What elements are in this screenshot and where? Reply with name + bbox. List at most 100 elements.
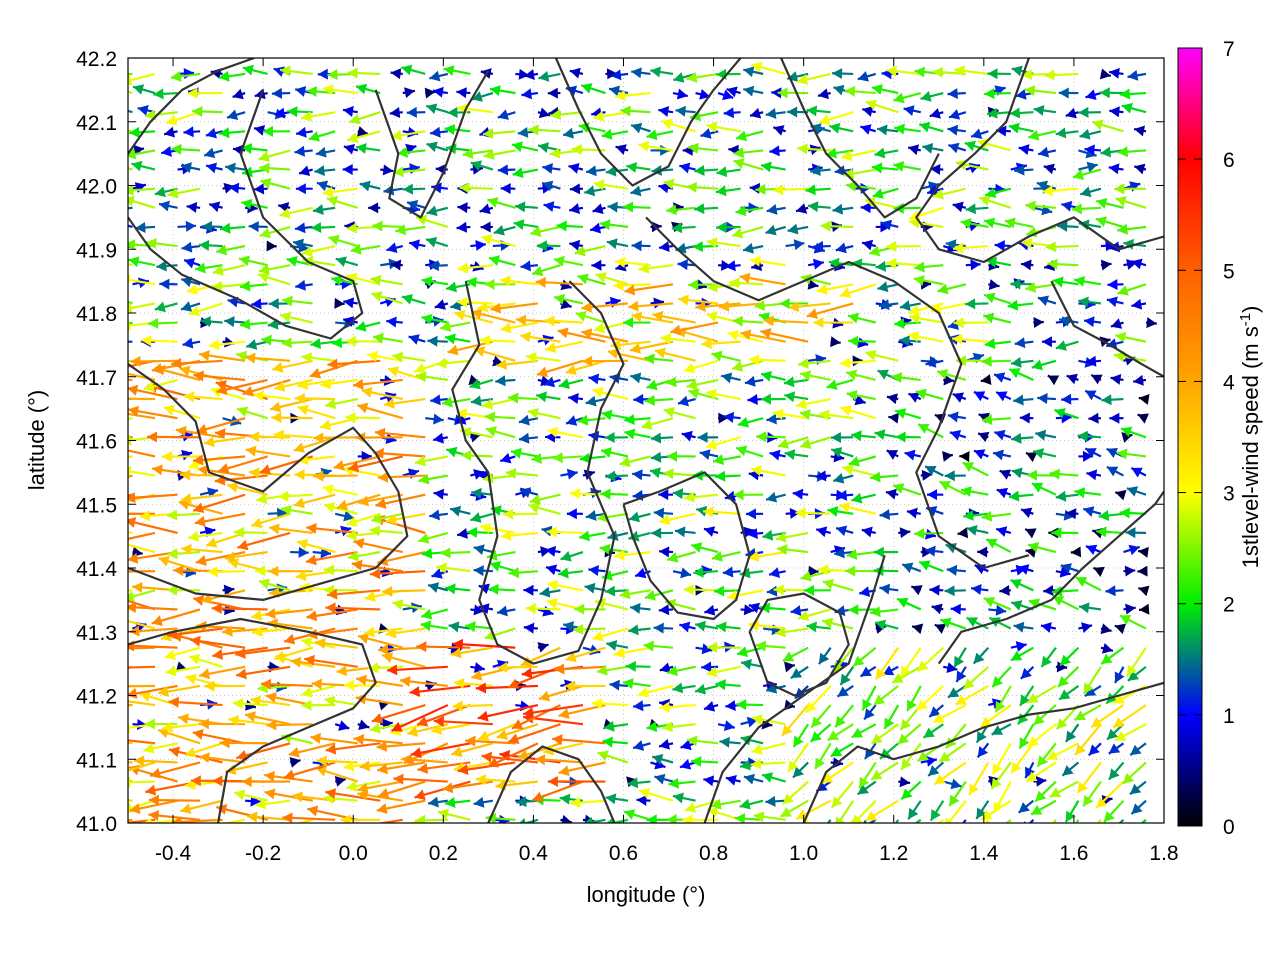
wind-vector-head [835, 715, 846, 728]
wind-vector [180, 799, 223, 815]
wind-vector-head [523, 622, 535, 634]
wind-vector-head [897, 733, 909, 745]
wind-vector-head [1027, 692, 1039, 703]
wind-vector-head [739, 759, 751, 771]
wind-vector-head [114, 336, 124, 347]
wind-vector-head [105, 643, 115, 654]
wind-vector-head [96, 523, 107, 534]
wind-vector-head [679, 621, 691, 633]
wind-vector-shaft [128, 761, 156, 772]
wind-vector [934, 623, 947, 634]
wind-vector-head [169, 746, 181, 758]
wind-vector-head [132, 581, 143, 593]
wind-vector [1119, 614, 1147, 630]
wind-vector-head [193, 595, 205, 606]
wind-vector-head [508, 733, 520, 744]
wind-vector [564, 680, 606, 692]
wind-vector-head [417, 716, 429, 727]
wind-vector [637, 684, 674, 698]
wind-vector [809, 723, 832, 743]
wind-vector [849, 819, 855, 823]
wind-vector-head [399, 675, 411, 687]
wind-vector [666, 665, 696, 677]
wind-vector-head [351, 559, 363, 571]
wind-vector [477, 703, 539, 722]
wind-vector-head [707, 641, 718, 653]
wind-vector-head [143, 743, 155, 754]
wind-vector-head [301, 699, 312, 711]
wind-vector-head [185, 673, 197, 685]
wind-vector-head [378, 643, 389, 655]
wind-vector-head [98, 453, 109, 464]
wind-vector-shaft [128, 779, 133, 783]
wind-vector-head [356, 674, 367, 686]
wind-vector-head [740, 734, 752, 746]
wind-vector [157, 727, 201, 745]
wind-vector-head [307, 805, 319, 817]
wind-vector-head [223, 584, 235, 596]
wind-vector-head [654, 773, 666, 785]
wind-vector [144, 718, 178, 730]
wind-vector [244, 711, 291, 726]
wind-vector-head [431, 724, 443, 735]
wind-vector-head [235, 647, 246, 659]
wind-vector [184, 742, 223, 758]
wind-vector [810, 704, 832, 729]
wind-vector [944, 585, 966, 597]
wind-vector-head [453, 677, 465, 689]
wind-vector-head [693, 566, 704, 578]
wind-vector [436, 562, 471, 574]
wind-vector [409, 684, 471, 698]
wind-vector-head [995, 700, 1006, 713]
wind-vector [1138, 603, 1150, 615]
wind-vector [245, 795, 261, 807]
wind-vector [1032, 704, 1057, 726]
wind-vector-head [939, 751, 951, 762]
wind-vector [906, 685, 922, 712]
wind-vector-head [85, 772, 96, 783]
wind-vector-head [644, 590, 656, 601]
wind-vector-head [683, 584, 694, 596]
wind-vector [558, 703, 606, 719]
wind-vector [158, 555, 201, 573]
wind-vector [1049, 780, 1079, 798]
wind-vector [410, 742, 471, 759]
wind-vector [910, 585, 923, 596]
wind-vector [420, 620, 448, 632]
wind-vector-head [102, 158, 113, 169]
wind-vector-head [628, 624, 639, 636]
wind-vector [775, 626, 809, 638]
wind-vector-head [818, 652, 830, 665]
wind-vector-head [357, 782, 369, 794]
wind-vector [537, 642, 549, 653]
wind-vector-head [633, 700, 644, 712]
wind-vector-shaft [128, 397, 133, 401]
wind-vector-head [473, 565, 484, 577]
wind-vector-head [792, 766, 804, 778]
wind-vector-head [695, 683, 707, 695]
wind-vector [1065, 723, 1080, 743]
wind-vector-head [85, 481, 96, 492]
wind-vector-shaft [947, 800, 967, 823]
wind-vector [346, 780, 381, 792]
wind-vector-head [1020, 694, 1031, 706]
wind-vector [899, 647, 922, 678]
wind-vector-head [378, 788, 390, 799]
wind-vector [653, 622, 674, 634]
wind-vector-head [224, 551, 236, 563]
wind-vector-head [334, 776, 346, 787]
wind-vector-head [465, 621, 476, 633]
wind-vector [98, 453, 133, 464]
wind-vector [861, 685, 877, 711]
wind-vector-head [851, 727, 864, 738]
wind-vector-head [840, 673, 851, 686]
wind-vector-head [882, 665, 895, 676]
wind-vector [324, 695, 358, 707]
wind-vector-head [431, 568, 443, 579]
wind-vector-head [925, 755, 937, 767]
wind-vector-shaft [868, 818, 877, 823]
wind-vector-head [950, 603, 961, 615]
wind-vector [497, 661, 538, 673]
wind-vector [323, 564, 358, 576]
wind-vector [943, 662, 958, 674]
